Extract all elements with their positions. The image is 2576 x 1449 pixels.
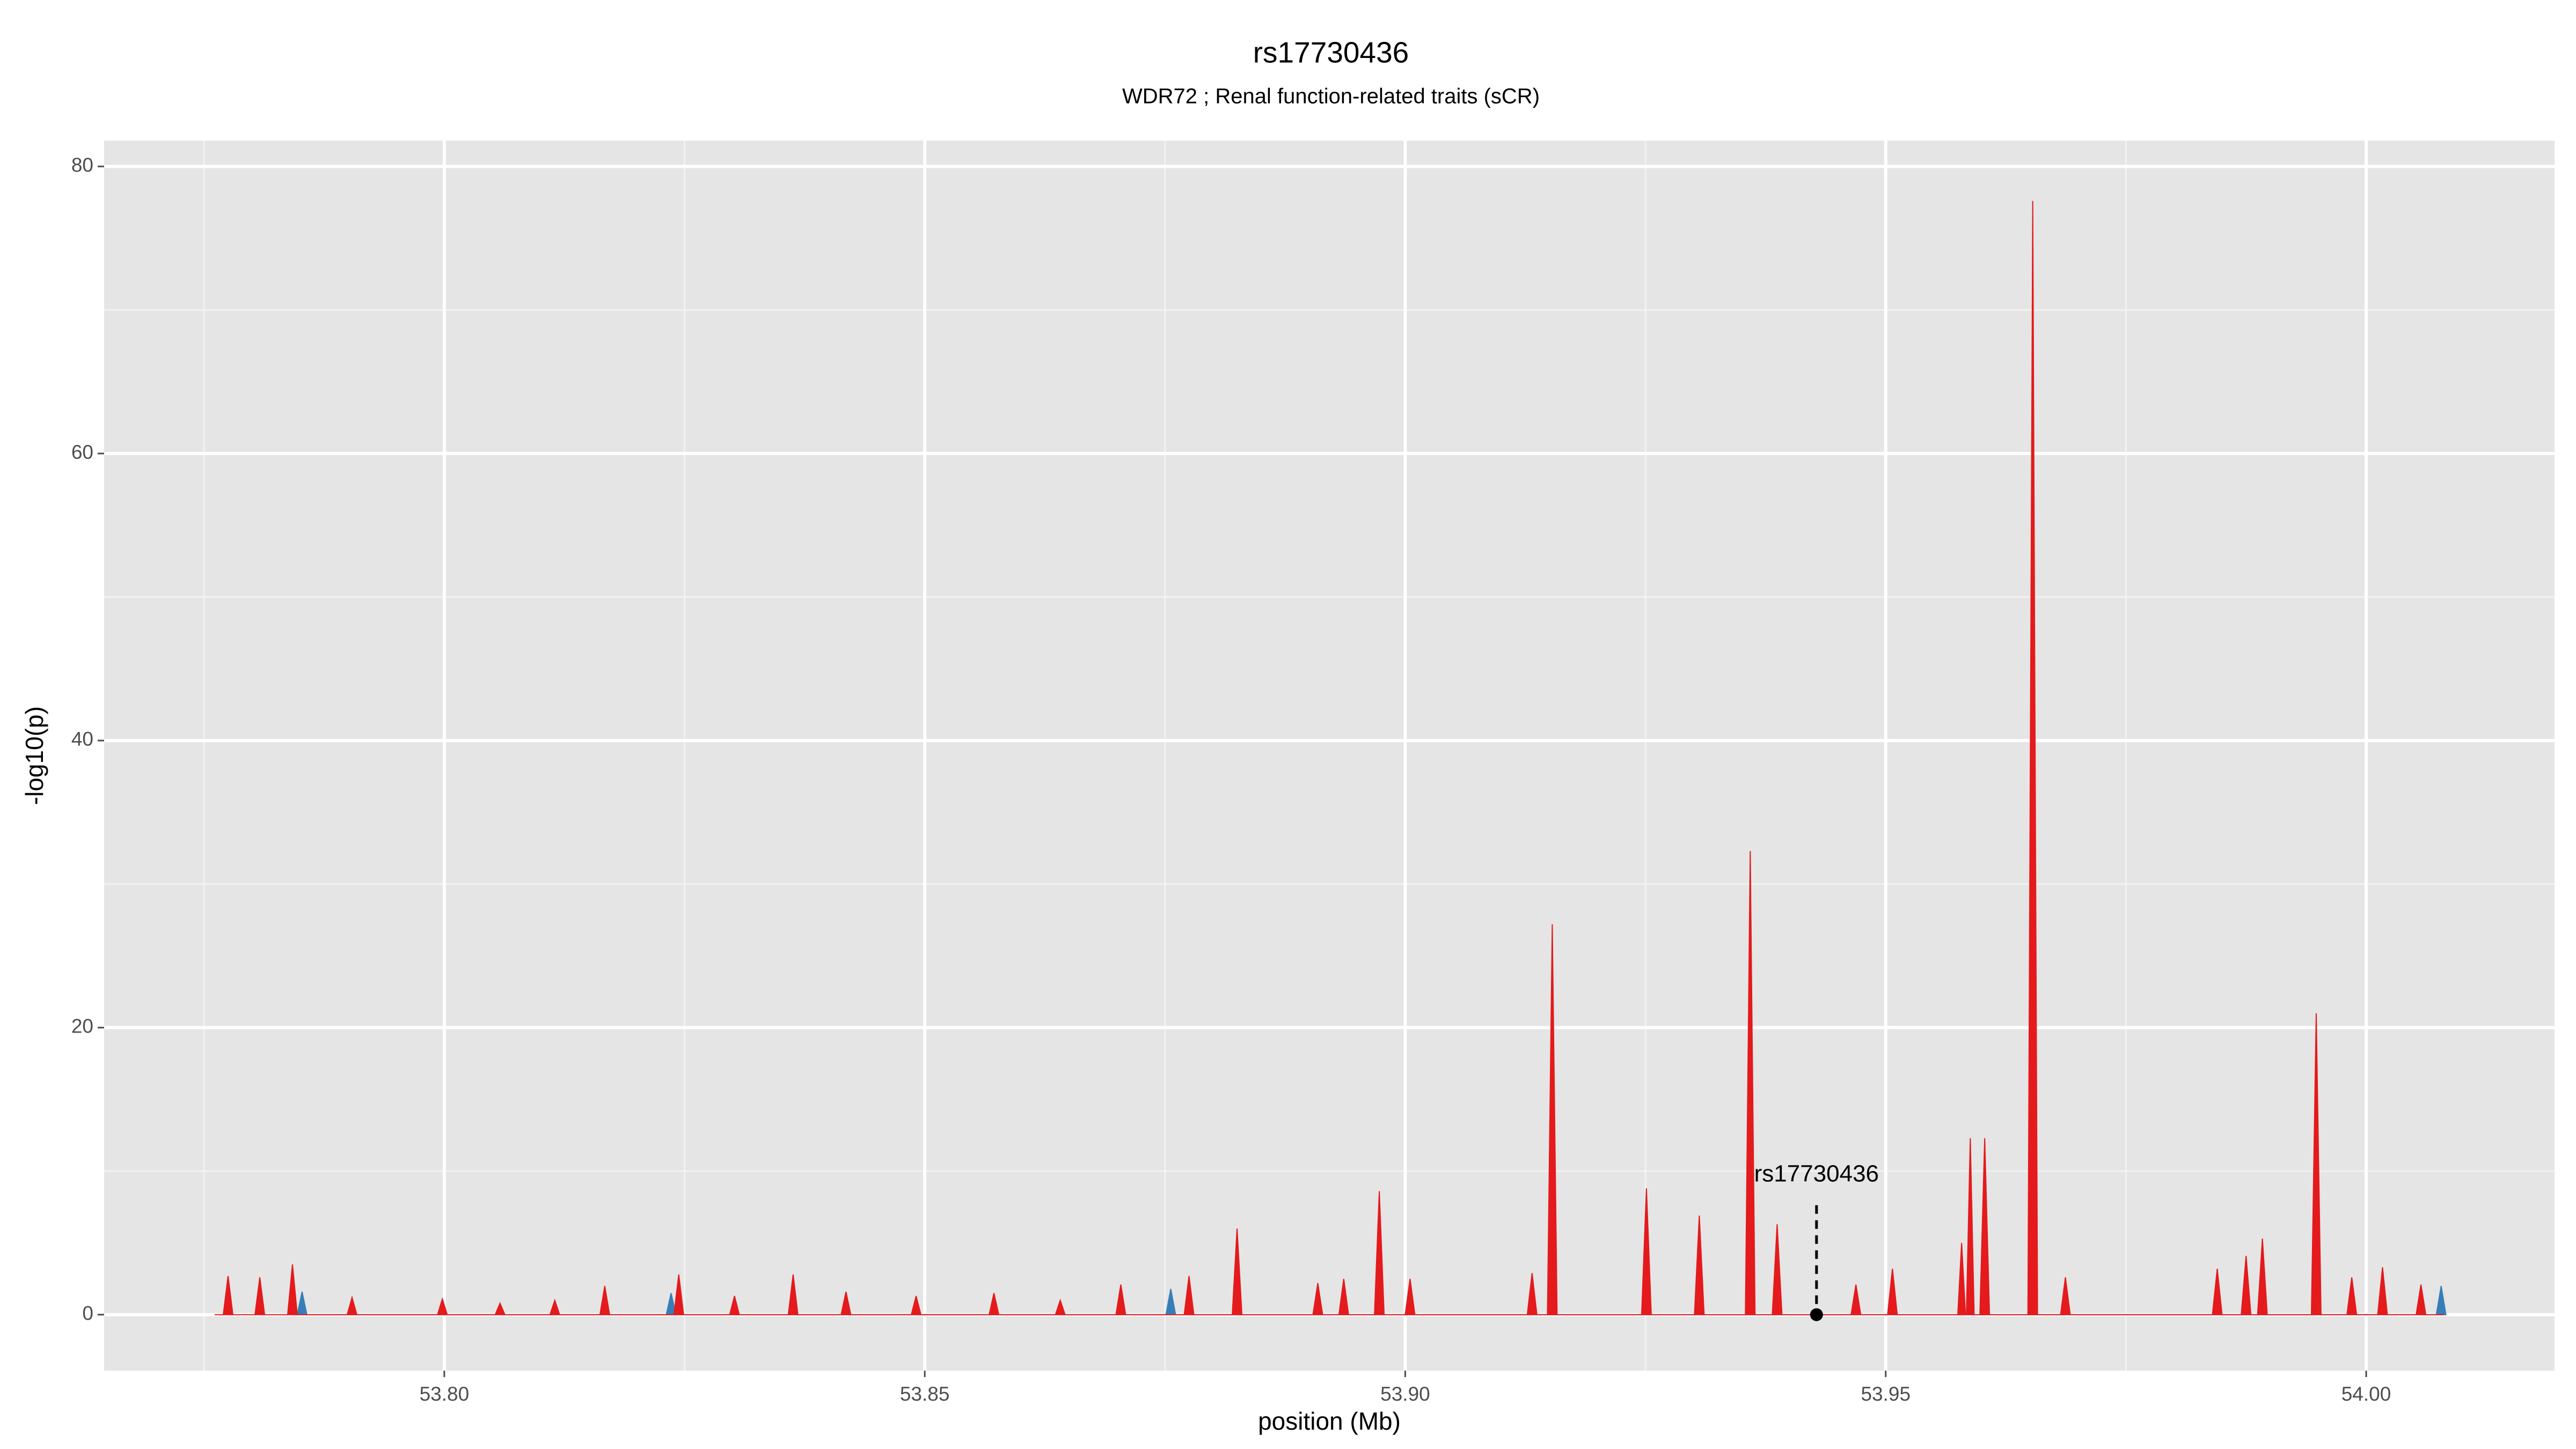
y-tick-label: 40: [71, 728, 93, 750]
x-axis-label: position (Mb): [1258, 1407, 1401, 1435]
grid: [104, 141, 2555, 1371]
annotation-label: rs17730436: [1754, 1160, 1879, 1187]
y-tick-label: 0: [82, 1302, 93, 1324]
x-tick-label: 53.85: [900, 1383, 950, 1405]
chart-subtitle: WDR72 ; Renal function-related traits (s…: [1122, 85, 1540, 108]
panel: [104, 141, 2555, 1371]
chart-title: rs17730436: [1253, 36, 1409, 69]
y-tick-label: 20: [71, 1015, 93, 1037]
area: [214, 201, 2445, 1315]
y-axis-label: -log10(p): [20, 706, 48, 805]
y-tick-label: 80: [71, 154, 93, 176]
y-tick-label: 60: [71, 441, 93, 463]
x-tick-label: 53.90: [1380, 1383, 1430, 1405]
x-tick-label: 53.80: [420, 1383, 470, 1405]
marks: [214, 201, 2447, 1315]
annotation-point: [1810, 1308, 1823, 1321]
x-tick-label: 53.95: [1861, 1383, 1911, 1405]
x-tick-label: 54.00: [2341, 1383, 2391, 1405]
